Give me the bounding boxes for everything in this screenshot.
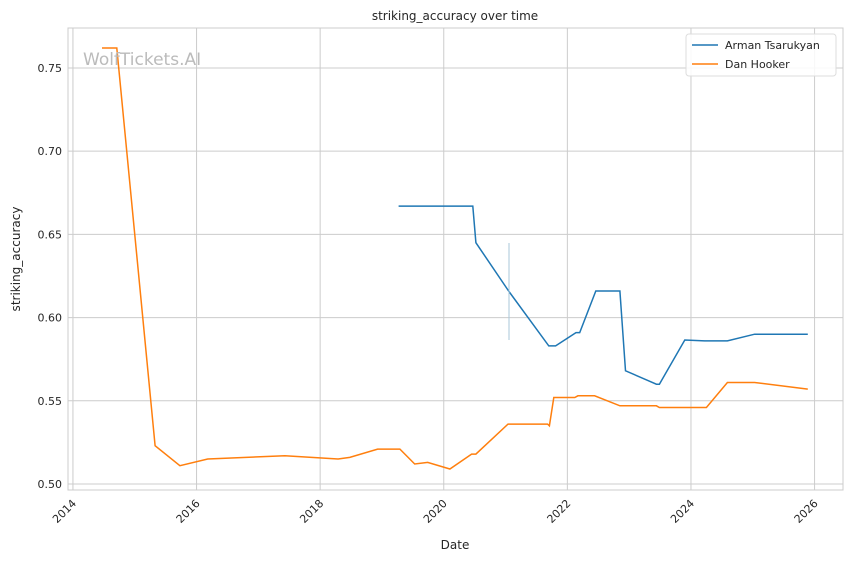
x-tick-label: 2026 — [792, 497, 821, 526]
y-tick-label: 0.50 — [38, 478, 63, 491]
x-tick-label: 2024 — [668, 497, 697, 526]
x-axis-label: Date — [441, 538, 470, 552]
x-tick-label: 2014 — [50, 497, 79, 526]
legend-label-arman: Arman Tsarukyan — [725, 39, 820, 52]
y-tick-label: 0.65 — [38, 228, 63, 241]
y-tick-label: 0.75 — [38, 62, 63, 75]
legend-label-dan: Dan Hooker — [725, 58, 790, 71]
chart-title: striking_accuracy over time — [372, 9, 538, 23]
x-tick-label: 2016 — [174, 497, 203, 526]
x-tick-label: 2022 — [544, 497, 573, 526]
x-tick-label: 2020 — [421, 497, 450, 526]
watermark: WolfTickets.AI — [83, 50, 201, 70]
series-line-arman-tsarukyan — [398, 205, 808, 385]
x-tick-label: 2018 — [297, 497, 326, 526]
y-axis-label: striking_accuracy — [9, 207, 23, 312]
y-tick-label: 0.55 — [38, 395, 63, 408]
legend: Arman Tsarukyan Dan Hooker — [685, 33, 837, 77]
plot-frame — [67, 27, 844, 491]
y-tick-label: 0.60 — [38, 312, 63, 325]
y-tick-label: 0.70 — [38, 145, 63, 158]
series-line-dan-hooker — [102, 47, 808, 470]
